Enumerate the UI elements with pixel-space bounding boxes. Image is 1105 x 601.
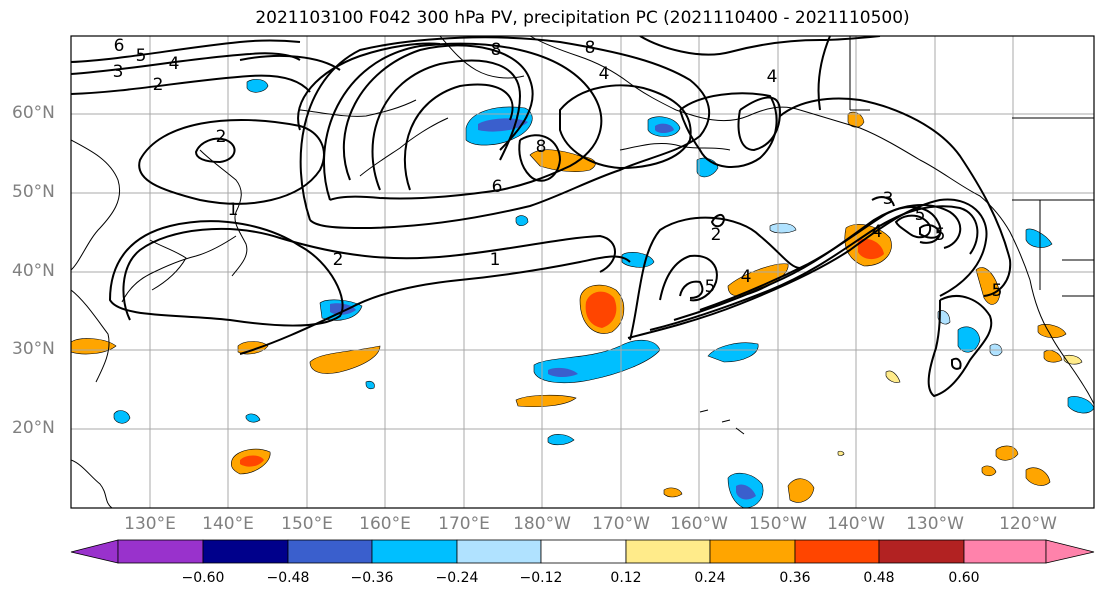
precip-negative-area [246, 79, 269, 93]
colorbar-segment [456, 539, 542, 564]
precip-positive-core [240, 455, 264, 467]
precip-positive-area [1037, 324, 1067, 338]
colorbar [70, 539, 1095, 564]
precip-positive-area [787, 478, 815, 503]
precip-negative-area [707, 342, 759, 363]
lon-label: 140°W [827, 514, 885, 534]
lat-label: 50°N [12, 182, 55, 202]
precip-negative-core [655, 123, 674, 133]
precip-positive-area [1025, 467, 1051, 486]
colorbar-tick-label: 0.24 [694, 570, 726, 586]
precip-positive-area [837, 450, 845, 456]
precip-positive-area [975, 267, 1001, 305]
graticule [71, 36, 1094, 508]
contour-label: 5 [136, 46, 147, 66]
contour-label: 2 [333, 250, 344, 270]
precip-negative-area [547, 434, 575, 446]
precip-negative-area [245, 413, 261, 423]
lon-label: 130°W [906, 514, 964, 534]
contour-label: 5 [935, 225, 946, 245]
precip-positive-core [585, 291, 617, 328]
colorbar-segment [625, 539, 711, 564]
lat-label: 40°N [12, 261, 55, 281]
lon-label: 130°E [124, 514, 176, 534]
contour-label: 8 [536, 137, 547, 157]
precip-positive-area [663, 487, 683, 498]
map-frame [70, 35, 1095, 509]
lon-label: 150°W [749, 514, 807, 534]
colorbar-tick-label: −0.36 [350, 570, 394, 586]
colorbar-tick-label: −0.60 [181, 570, 225, 586]
contour-label: 4 [169, 54, 180, 74]
colorbar-tick-label: −0.48 [266, 570, 310, 586]
lon-label: 140°E [202, 514, 254, 534]
contour-label: 2 [711, 225, 722, 245]
lat-label: 20°N [12, 418, 55, 438]
colorbar-tick-label: 0.12 [610, 570, 642, 586]
contour-label: 3 [113, 62, 124, 82]
precip-negative-area [515, 215, 529, 227]
precip-positive-area [1043, 350, 1063, 363]
contour-label: 4 [872, 222, 883, 242]
colorbar-tick-label: 0.48 [863, 570, 895, 586]
colorbar-segment [794, 539, 880, 564]
lat-label: 30°N [12, 339, 55, 359]
colorbar-tick-label: 0.60 [948, 570, 980, 586]
contour-label: 5 [705, 277, 716, 297]
lon-label: 170°E [438, 514, 490, 534]
lon-label: 150°E [281, 514, 333, 534]
contour-label: 5 [992, 281, 1003, 301]
colorbar-segment [878, 539, 965, 564]
precip-positive-area [981, 465, 997, 477]
colorbar-extend-high [1045, 539, 1095, 564]
contour-label: 4 [767, 67, 778, 87]
lon-label: 160°W [670, 514, 728, 534]
precip-negative-core [736, 484, 756, 500]
contour-label: 5 [915, 205, 926, 225]
colorbar-tick-label: 0.36 [779, 570, 811, 586]
precip-negative-area [113, 410, 131, 424]
contour-label: 8 [585, 38, 596, 58]
contour-label: 2 [216, 127, 227, 147]
contour-label: 1 [490, 250, 501, 270]
precip-negative-area [1025, 228, 1053, 248]
precip-negative-area [365, 380, 375, 390]
precip-negative-core [548, 367, 578, 377]
precip-anomaly-shading [71, 79, 1094, 508]
colorbar-tick-label: −0.24 [435, 570, 479, 586]
colorbar-segment [202, 539, 289, 564]
colorbar-segment [117, 539, 204, 564]
contour-label: 6 [492, 177, 503, 197]
contour-label: 4 [599, 64, 610, 84]
lon-label: 180°W [513, 514, 571, 534]
pv-contour-labels: 6 5 4 3 2 2 1 2 1 8 8 4 6 8 2 3 5 4 4 5 … [113, 36, 1003, 301]
contour-label: 3 [883, 189, 894, 209]
contour-label: 2 [153, 75, 164, 95]
colorbar-segment [540, 539, 627, 564]
map-title: 2021103100 F042 300 hPa PV, precipitatio… [255, 8, 910, 28]
lon-label: 170°W [592, 514, 650, 534]
lon-label: 120°W [999, 514, 1057, 534]
coastlines [71, 36, 1094, 508]
precip-positive-area [885, 370, 901, 383]
colorbar-segment [371, 539, 458, 564]
colorbar-segment [287, 539, 373, 564]
contour-label: 6 [114, 36, 125, 56]
lon-label: 160°E [359, 514, 411, 534]
contour-label: 8 [491, 40, 502, 60]
pv-contours [71, 36, 1012, 398]
colorbar-segment [709, 539, 796, 564]
colorbar-tick-label: −0.12 [519, 570, 563, 586]
precip-positive-area [515, 394, 577, 408]
contour-label: 1 [228, 200, 239, 220]
contour-label: 4 [741, 267, 752, 287]
colorbar-segment [963, 539, 1047, 564]
precip-positive-core [858, 238, 884, 260]
colorbar-extend-low [70, 539, 119, 564]
precip-positive-area [309, 345, 381, 374]
lat-label: 60°N [12, 103, 55, 123]
precip-positive-area [1063, 354, 1083, 365]
